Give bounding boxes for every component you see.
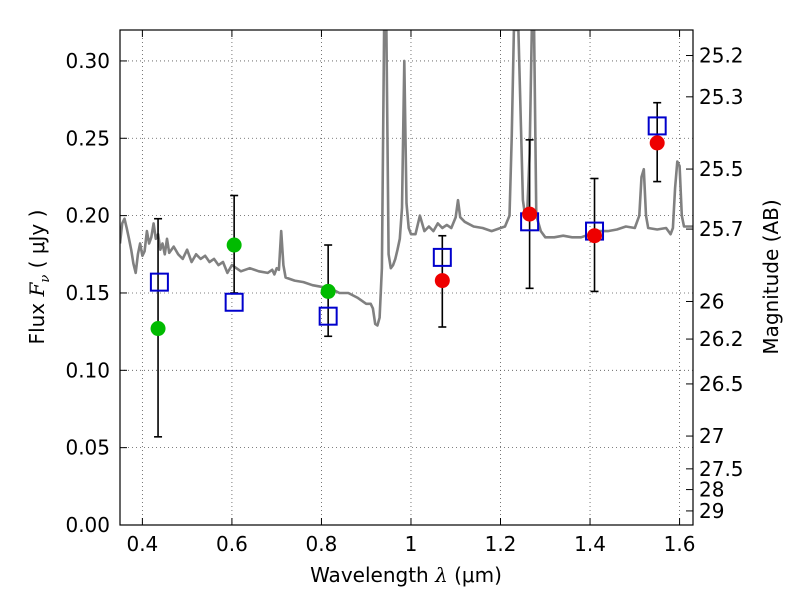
- grid: [120, 30, 693, 526]
- y-tick-label: 0.15: [65, 281, 110, 305]
- red-dot-marker: [587, 228, 603, 244]
- x-tick-label: 0.6: [216, 532, 248, 556]
- model-square-marker: [647, 116, 667, 136]
- y2-tick-label: 25.5: [699, 157, 744, 181]
- y2-tick-label: 29: [699, 499, 724, 523]
- marker-layer: [149, 116, 667, 337]
- red-dot-marker: [522, 206, 538, 222]
- y-tick-label: 0.30: [65, 49, 110, 73]
- y-tick-label: 0.00: [65, 513, 110, 537]
- y2-tick-label: 26.5: [699, 372, 744, 396]
- plot-frame: [119, 29, 694, 526]
- y-tick-label: 0.25: [65, 126, 110, 150]
- y-tick-label: 0.20: [65, 204, 110, 228]
- y-tick-label: 0.10: [65, 358, 110, 382]
- x-tick-label: 1.6: [664, 532, 696, 556]
- y-axis-label: Flux Fν ( μJy ): [25, 210, 53, 345]
- plot-background: [120, 30, 693, 525]
- ticks: 0.4 0.6 0.8 1 1.2 1.4 1.6 0.00 0.05 0.10 0.15 0.20 0…: [65, 30, 744, 556]
- y2-tick-label: 26.2: [699, 327, 744, 351]
- spectrum-line: [120, 30, 693, 327]
- x-tick-label: 1: [405, 532, 418, 556]
- y2-tick-label: 27: [699, 424, 724, 448]
- model-square-marker: [149, 272, 169, 292]
- green-dot-marker: [150, 321, 166, 337]
- y-axis-right-label: Magnitude (AB): [759, 199, 783, 354]
- x-tick-label: 1.4: [574, 532, 606, 556]
- red-dot-marker: [434, 273, 450, 289]
- green-dot-marker: [226, 237, 242, 253]
- model-square-marker: [318, 306, 338, 326]
- model-square-marker: [432, 247, 452, 267]
- model-square-marker: [224, 292, 244, 312]
- y2-tick-label: 25.7: [699, 217, 744, 241]
- y2-tick-label: 26: [699, 289, 724, 313]
- x-tick-label: 0.8: [306, 532, 338, 556]
- green-dot-marker: [320, 283, 336, 299]
- y-tick-label: 0.05: [65, 436, 110, 460]
- x-axis-label: Wavelength λ (μm): [310, 563, 502, 587]
- y2-tick-label: 28: [699, 478, 724, 502]
- y2-tick-label: 25.2: [699, 44, 744, 68]
- x-tick-label: 1.2: [485, 532, 517, 556]
- x-tick-label: 0.4: [126, 532, 158, 556]
- y2-tick-label: 25.3: [699, 85, 744, 109]
- data-layer: [120, 30, 693, 327]
- y2-tick-label: 27.5: [699, 457, 744, 481]
- red-dot-marker: [649, 135, 665, 151]
